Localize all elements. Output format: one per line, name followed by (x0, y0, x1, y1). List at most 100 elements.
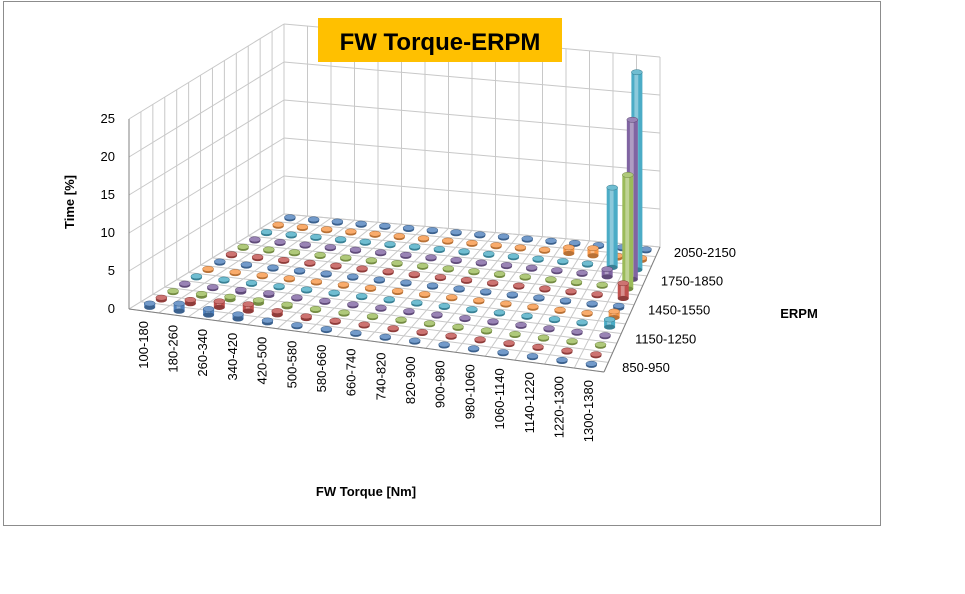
data-column (603, 316, 616, 330)
data-column (235, 286, 247, 295)
data-column (474, 336, 486, 344)
column-top (347, 301, 359, 308)
data-column (391, 288, 404, 295)
side-wall-gridline (128, 23, 285, 120)
data-column (474, 231, 486, 239)
floor-gridline (188, 271, 626, 325)
column-highlight (566, 247, 571, 254)
column-top (425, 254, 437, 261)
data-column (307, 216, 320, 224)
data-column (438, 341, 450, 349)
data-column (450, 257, 462, 264)
column-top (426, 282, 439, 289)
column-top (252, 297, 265, 304)
x-tick-label: 500-580 (284, 341, 299, 389)
data-column (273, 283, 285, 291)
column-top (374, 249, 387, 256)
column-top (309, 306, 322, 312)
data-column (356, 265, 368, 273)
column-base (563, 250, 575, 257)
column-top (366, 313, 379, 319)
data-column (480, 327, 493, 335)
column-top (426, 227, 439, 233)
chart-floor (128, 119, 661, 373)
column-top (586, 300, 598, 307)
floor-gridline (260, 228, 652, 267)
column-top (416, 329, 428, 335)
data-column (411, 299, 423, 307)
data-column (384, 241, 396, 249)
column-top (473, 297, 485, 304)
column-highlight (216, 301, 221, 308)
column-top (594, 341, 607, 348)
data-column (309, 306, 322, 314)
data-column (320, 270, 332, 278)
column-top (274, 239, 286, 245)
data-column (374, 249, 387, 257)
data-column (252, 297, 265, 306)
data-column (310, 278, 323, 286)
column-top (291, 294, 303, 301)
column-base (604, 324, 616, 330)
data-column (373, 276, 386, 284)
data-column (245, 279, 258, 287)
column-top (631, 69, 643, 76)
data-column (408, 337, 421, 345)
data-column (320, 226, 333, 234)
column-top (468, 268, 480, 274)
column-highlight (620, 283, 625, 299)
data-column (272, 221, 284, 229)
column-top (486, 279, 499, 286)
data-column (569, 239, 581, 247)
data-column (299, 241, 311, 249)
y-tick-label: 15 (101, 187, 115, 202)
column-top (324, 244, 337, 250)
column-top (596, 281, 608, 288)
x-tick-label: 740-820 (373, 352, 388, 400)
column-top (601, 266, 613, 273)
data-column (599, 332, 611, 340)
data-column (359, 238, 372, 246)
z-tick-label: 1150-1250 (635, 331, 696, 346)
data-column (365, 257, 378, 265)
data-column (423, 320, 436, 328)
column-top (337, 281, 350, 288)
column-top (500, 262, 513, 268)
column-top (466, 306, 478, 312)
column-highlight (604, 269, 609, 277)
data-column (590, 351, 602, 359)
data-column (379, 222, 391, 230)
column-top (467, 345, 480, 352)
column-top (237, 243, 249, 250)
data-column (418, 291, 431, 299)
column-top (538, 246, 551, 253)
data-column (387, 325, 399, 333)
column-top (207, 284, 219, 290)
floor-gridline (158, 215, 308, 314)
data-column (347, 273, 359, 281)
data-column (293, 267, 306, 275)
floor-gridline (455, 236, 543, 353)
data-column (338, 309, 350, 317)
column-top (566, 338, 578, 344)
column-top (563, 244, 575, 251)
data-columns (143, 69, 652, 368)
data-column (263, 290, 275, 299)
column-top (557, 258, 569, 264)
column-top (548, 316, 561, 322)
data-column (459, 315, 471, 323)
data-column (337, 281, 350, 289)
column-top (570, 279, 583, 285)
data-column (329, 317, 341, 325)
data-column (586, 300, 598, 308)
column-top (466, 239, 478, 246)
column-top (497, 349, 509, 355)
column-top (556, 357, 568, 363)
column-base (617, 295, 629, 302)
column-top (184, 296, 197, 303)
side-wall-gridline (128, 61, 285, 158)
data-column (581, 260, 594, 268)
data-column (232, 311, 244, 322)
data-column (532, 255, 544, 263)
column-top (507, 253, 520, 260)
